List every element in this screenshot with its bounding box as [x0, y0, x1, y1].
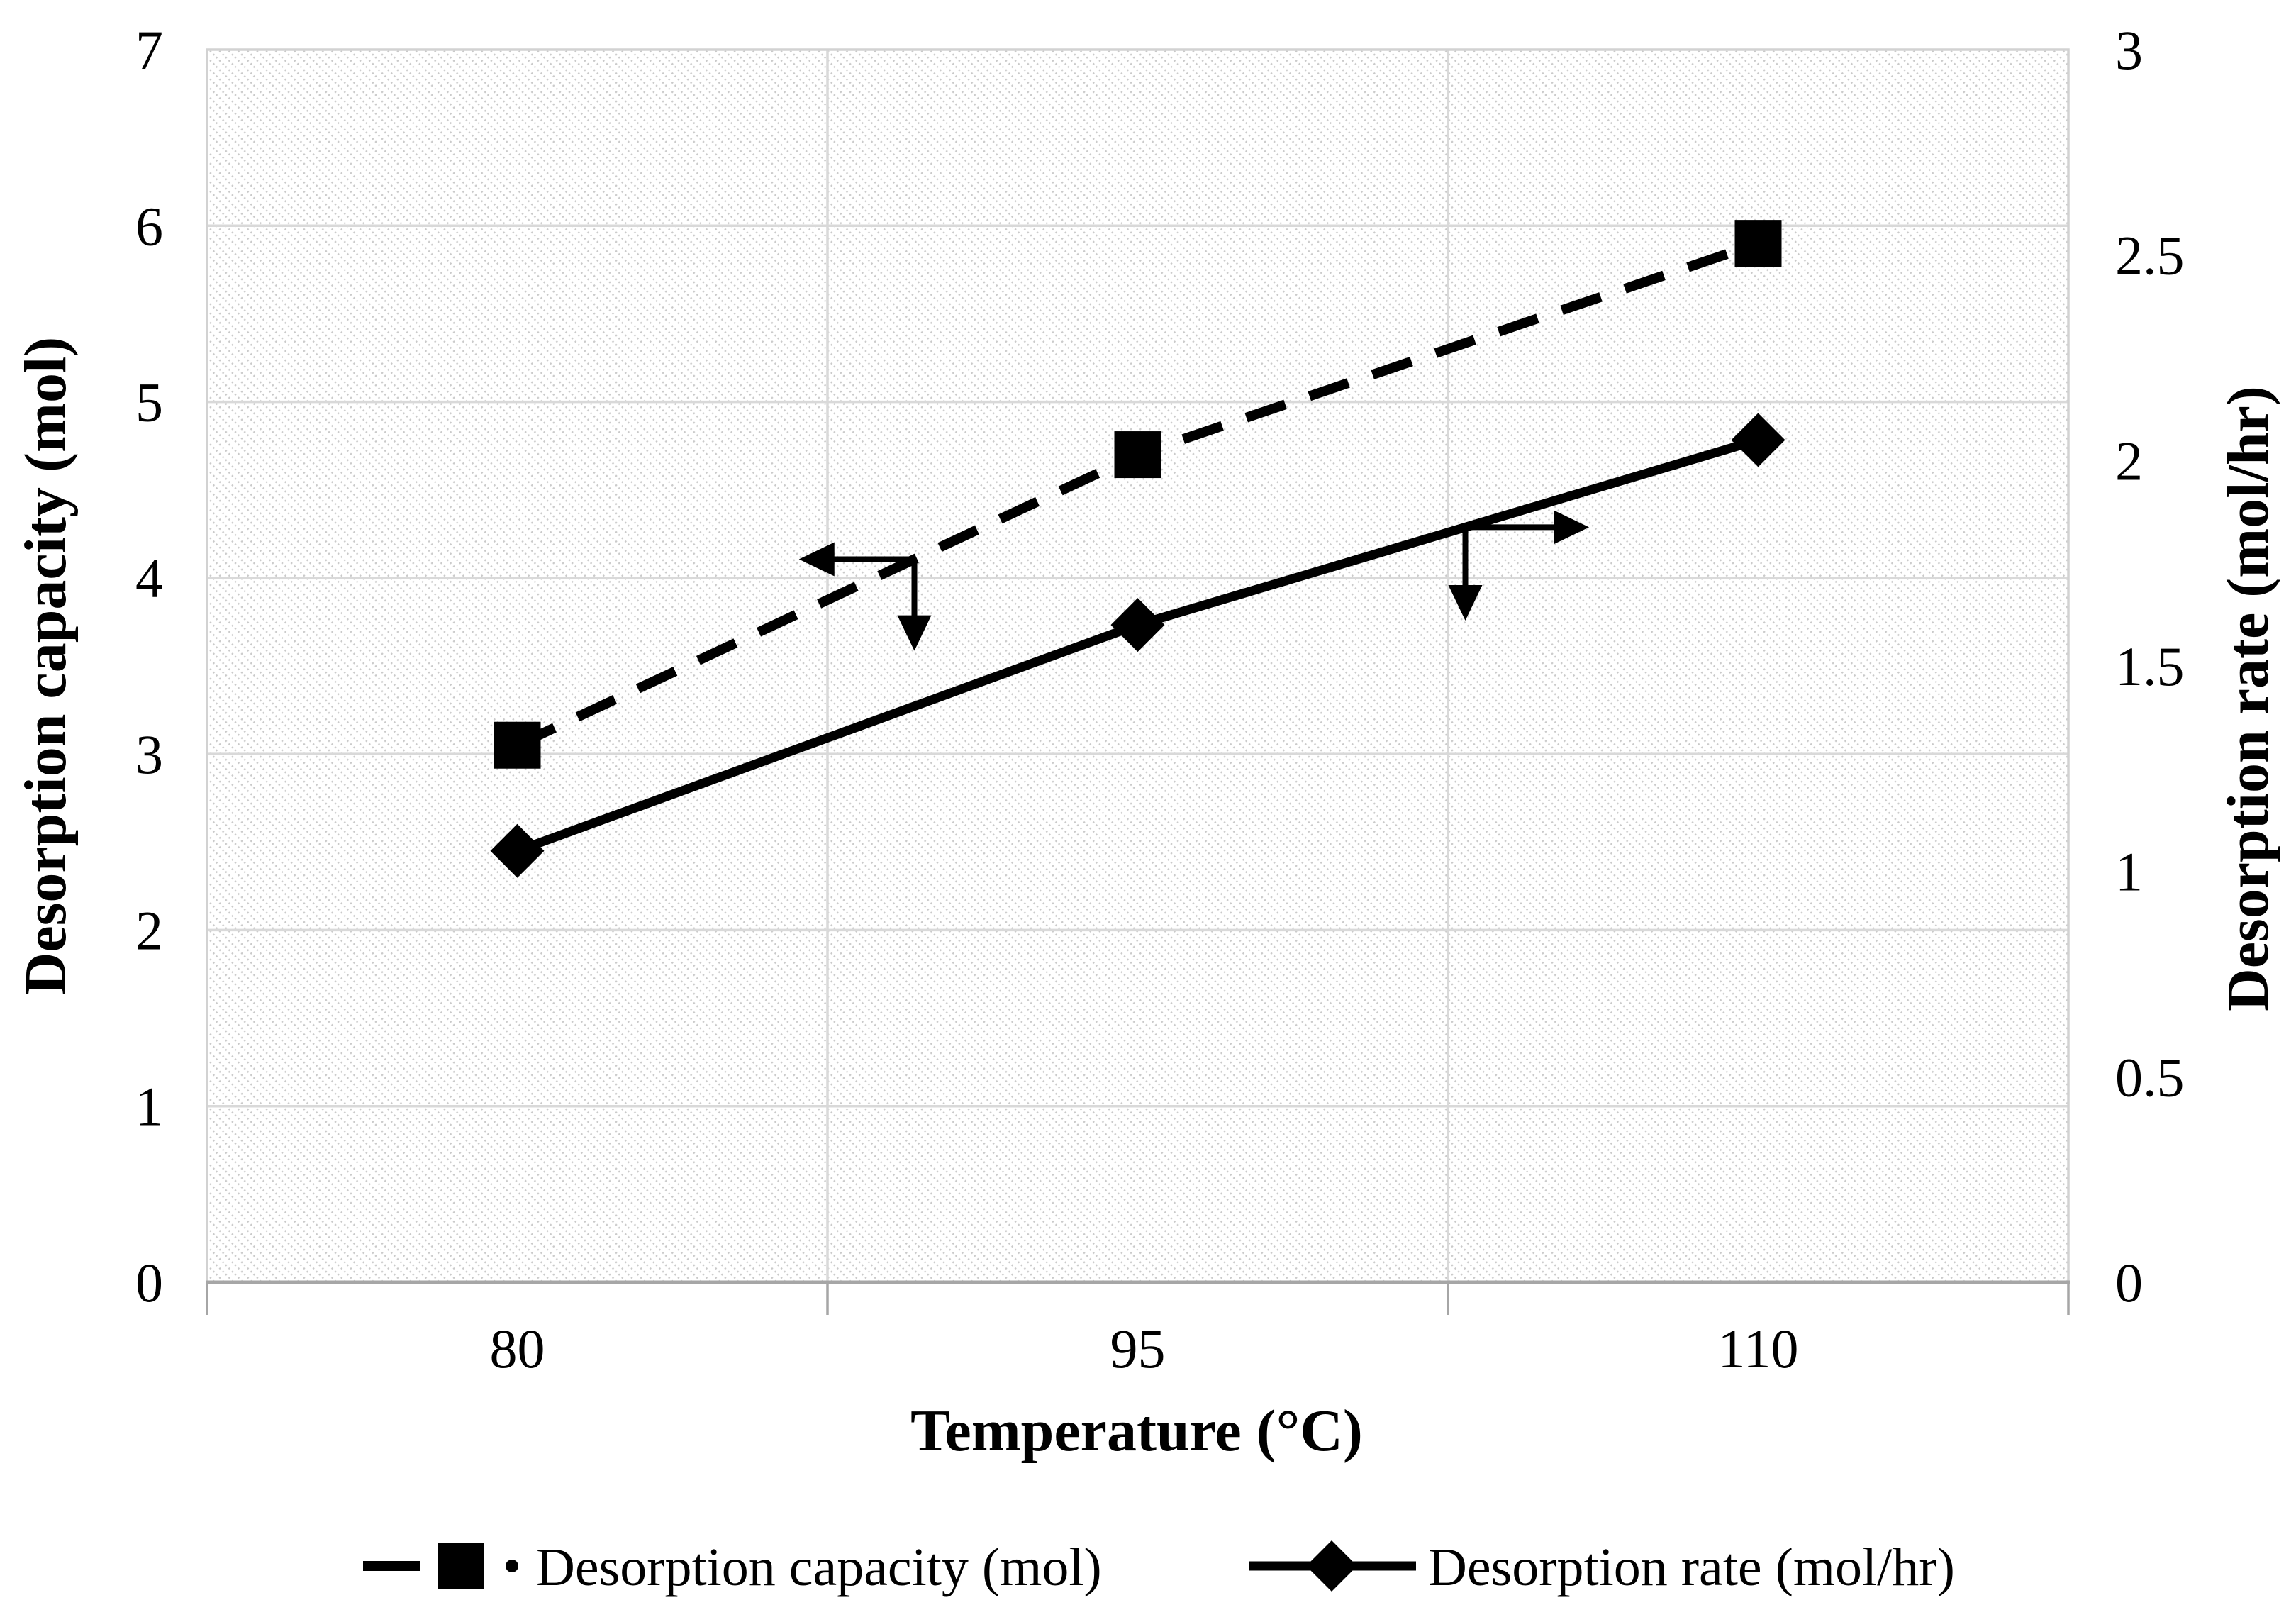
right-axis-tick-label: 0 — [2115, 1252, 2143, 1313]
left-axis-title: Desorption capacity (mol) — [13, 337, 79, 996]
axes — [206, 48, 2070, 1315]
capacity-data-marker — [494, 721, 541, 769]
capacity-data-marker — [1734, 220, 1782, 267]
x-axis-title: Temperature (°C) — [910, 1398, 1363, 1464]
right-axis-tick-label: 2.5 — [2115, 225, 2185, 287]
x-axis-tick-label: 110 — [1717, 1318, 1798, 1379]
right-axis-tick-label: 0.5 — [2115, 1046, 2185, 1108]
legend-label-rate: Desorption rate (mol/hr) — [1428, 1538, 1955, 1597]
legend-capacity-dot-icon — [506, 1560, 518, 1572]
arrowhead-down-icon — [897, 615, 932, 651]
left-axis-tick-label: 7 — [135, 19, 163, 81]
left-axis-tick-label: 4 — [135, 548, 163, 609]
left-axis-tick-label: 2 — [135, 899, 163, 961]
left-axis-tick-label: 5 — [135, 372, 163, 433]
right-axis-tick-label: 1 — [2115, 841, 2143, 903]
right-axis-title: Desorption rate (mol/hr) — [2215, 386, 2281, 1011]
tick-labels: 0 1 2 3 4 5 6 7 0 0.5 1 1.5 2 2.5 3 80 95 110 — [135, 19, 2185, 1379]
right-axis-tick-label: 2 — [2115, 430, 2143, 491]
capacity-axis-arrow — [798, 542, 932, 651]
plot-area — [207, 50, 2068, 1282]
legend — [363, 1540, 1416, 1592]
legend-rate-diamond-icon — [1306, 1540, 1357, 1592]
arrowhead-right-icon — [1554, 510, 1590, 545]
arrowhead-down-icon — [1448, 585, 1483, 621]
legend-label-capacity: Desorption capacity (mol) — [536, 1538, 1102, 1597]
x-axis-tick-label: 80 — [490, 1318, 545, 1379]
left-axis-tick-label: 1 — [135, 1076, 163, 1138]
rate-data-marker — [1110, 598, 1165, 652]
legend-capacity-square-icon — [438, 1543, 484, 1589]
arrowhead-left-icon — [798, 542, 835, 577]
left-axis-tick-label: 0 — [135, 1252, 163, 1313]
plot-hatch-background — [207, 50, 2068, 1282]
rate-data-marker — [490, 823, 545, 878]
left-axis-tick-label: 3 — [135, 723, 163, 785]
rate-axis-arrow — [1448, 510, 1590, 621]
right-axis-tick-label: 1.5 — [2115, 635, 2185, 697]
left-axis-tick-label: 6 — [135, 195, 163, 257]
capacity-data-marker — [1114, 431, 1161, 479]
data-series — [490, 220, 1785, 878]
annotation-arrows — [798, 510, 1590, 651]
rate-data-marker — [1731, 413, 1785, 467]
right-axis-tick-label: 3 — [2115, 19, 2143, 81]
x-axis-tick-label: 95 — [1110, 1318, 1166, 1379]
